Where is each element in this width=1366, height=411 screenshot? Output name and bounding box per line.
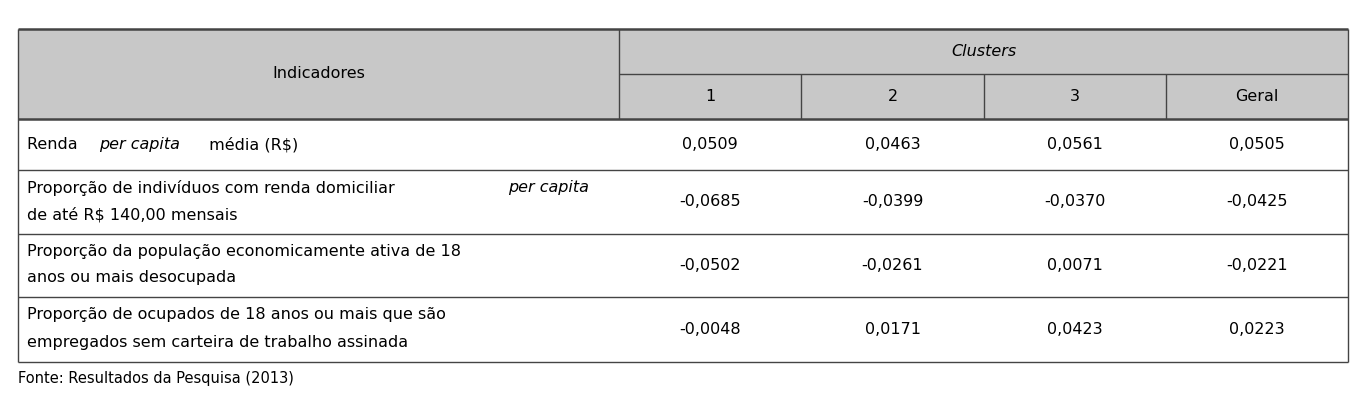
Text: -0,0370: -0,0370: [1044, 194, 1105, 209]
Text: Proporção de ocupados de 18 anos ou mais que são: Proporção de ocupados de 18 anos ou mais…: [27, 307, 447, 323]
Text: -0,0685: -0,0685: [679, 194, 742, 209]
Text: per capita: per capita: [508, 180, 589, 196]
Text: -0,0221: -0,0221: [1227, 258, 1288, 272]
Text: Proporção de indivíduos com renda domiciliar: Proporção de indivíduos com renda domici…: [27, 180, 400, 196]
Text: 0,0071: 0,0071: [1046, 258, 1102, 272]
Text: Renda: Renda: [27, 137, 83, 152]
Text: per capita: per capita: [100, 137, 180, 152]
Text: 0,0463: 0,0463: [865, 137, 921, 152]
Text: -0,0261: -0,0261: [862, 258, 923, 272]
Text: média (R$): média (R$): [204, 137, 298, 152]
Text: 3: 3: [1070, 89, 1081, 104]
Text: 0,0223: 0,0223: [1229, 322, 1285, 337]
Text: -0,0425: -0,0425: [1227, 194, 1288, 209]
Text: 0,0505: 0,0505: [1229, 137, 1285, 152]
Text: anos ou mais desocupada: anos ou mais desocupada: [27, 270, 236, 285]
Text: Indicadores: Indicadores: [272, 66, 365, 81]
Text: 0,0171: 0,0171: [865, 322, 921, 337]
Text: 1: 1: [705, 89, 716, 104]
Text: -0,0048: -0,0048: [679, 322, 742, 337]
Text: Fonte: Resultados da Pesquisa (2013): Fonte: Resultados da Pesquisa (2013): [18, 371, 294, 386]
Text: 0,0561: 0,0561: [1046, 137, 1102, 152]
Text: 2: 2: [888, 89, 897, 104]
Text: Proporção da população economicamente ativa de 18: Proporção da população economicamente at…: [27, 244, 462, 259]
Text: Geral: Geral: [1235, 89, 1279, 104]
Text: Clusters: Clusters: [951, 44, 1016, 59]
Text: empregados sem carteira de trabalho assinada: empregados sem carteira de trabalho assi…: [27, 335, 408, 350]
Text: 0,0509: 0,0509: [683, 137, 738, 152]
Text: 0,0423: 0,0423: [1046, 322, 1102, 337]
Text: de até R$ 140,00 mensais: de até R$ 140,00 mensais: [27, 207, 238, 222]
Text: -0,0502: -0,0502: [679, 258, 740, 272]
Text: -0,0399: -0,0399: [862, 194, 923, 209]
